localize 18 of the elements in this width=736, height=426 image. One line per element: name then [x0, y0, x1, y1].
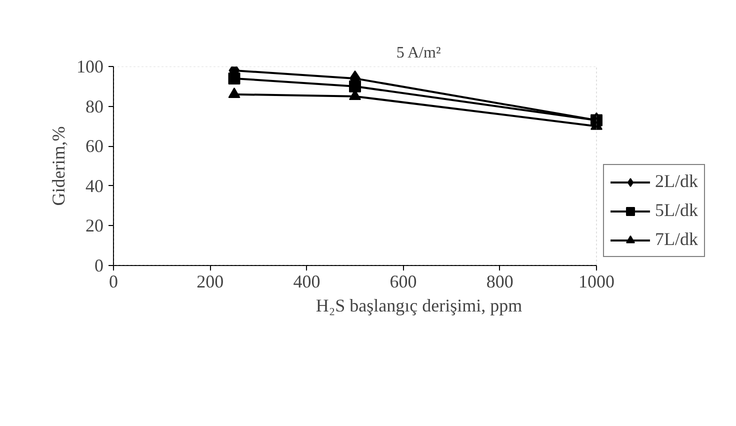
y-tick-label: 100: [76, 56, 104, 76]
y-axis-title: Giderim,%: [48, 126, 68, 206]
legend-label: 2L/dk: [655, 171, 698, 192]
legend-label: 7L/dk: [655, 229, 698, 250]
x-tick-label: 1000: [578, 272, 614, 292]
x-tick-label: 0: [109, 272, 118, 292]
x-tick-label: 800: [486, 272, 514, 292]
y-tick-label: 60: [86, 136, 104, 156]
x-axis-title: H₂S başlangıç derişimi, ppm: [316, 296, 522, 316]
chart-title: 5 A/m²: [396, 44, 441, 62]
y-tick-label: 0: [94, 256, 104, 276]
y-tick-label: 40: [86, 176, 104, 196]
x-tick-label: 400: [293, 272, 320, 292]
legend-label: 5L/dk: [655, 200, 698, 221]
y-tick-label: 80: [86, 96, 104, 116]
x-tick-label: 200: [196, 272, 224, 292]
y-tick-label: 20: [86, 216, 104, 236]
x-tick-label: 600: [390, 272, 417, 292]
